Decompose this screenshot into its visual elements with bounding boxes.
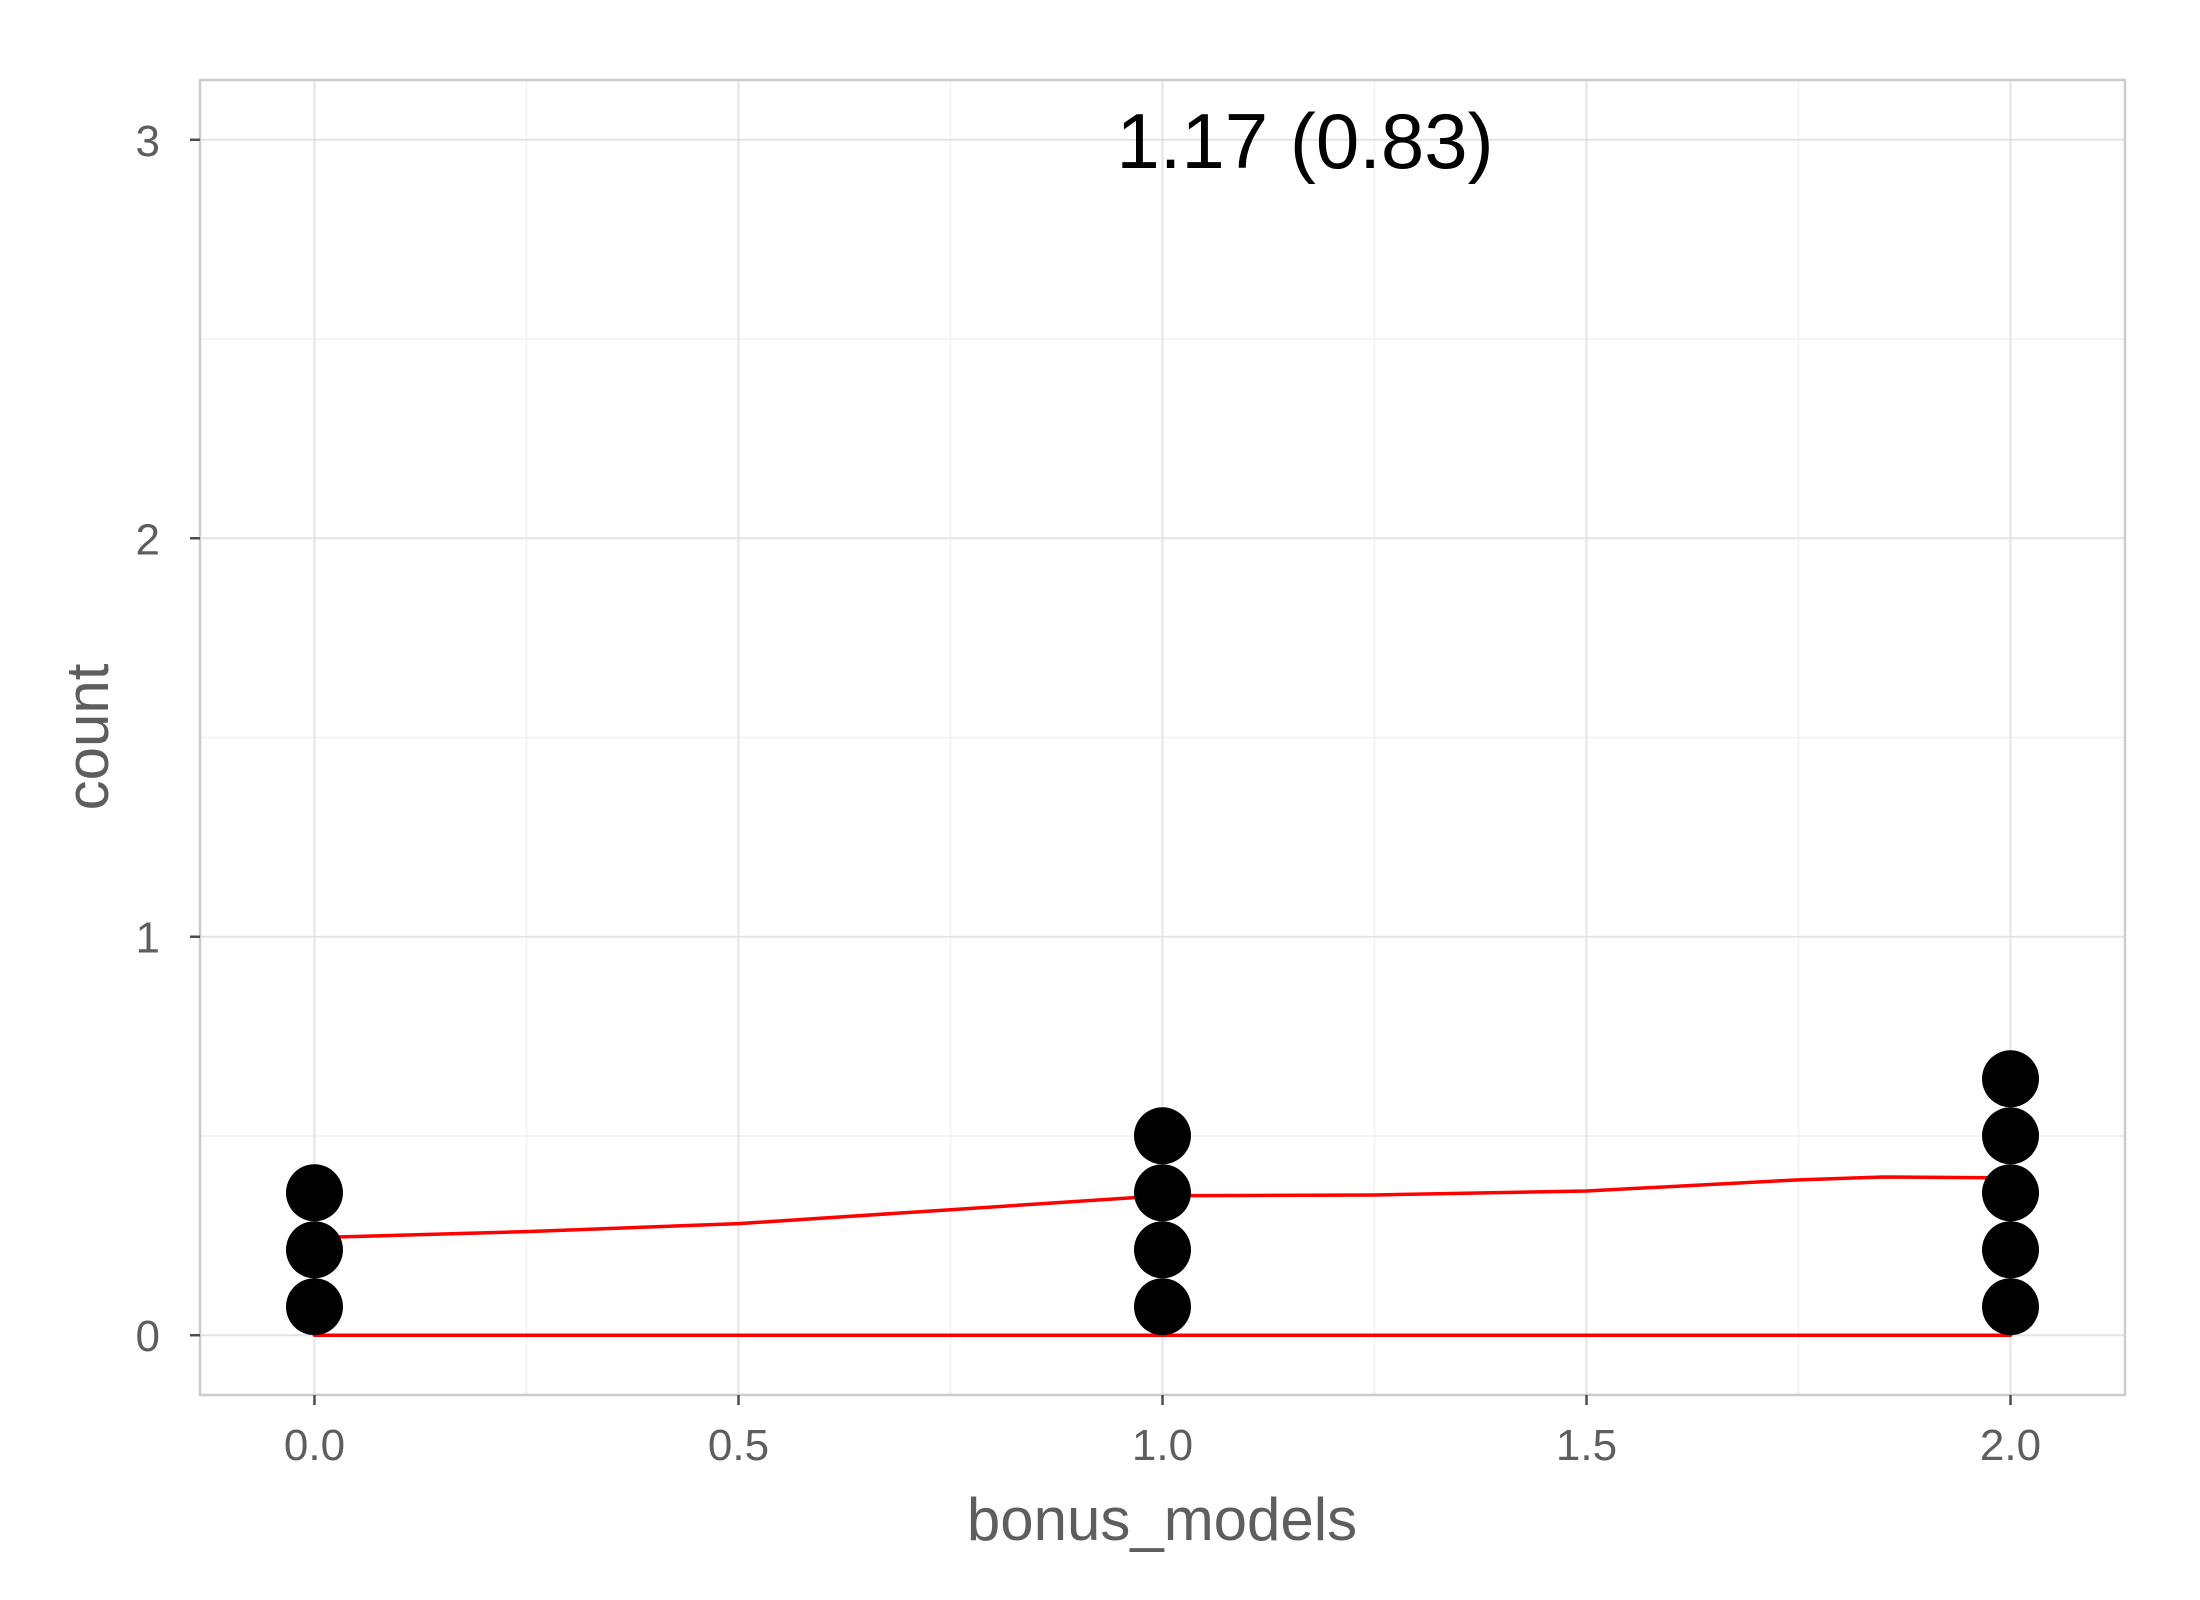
dot [1982,1221,2040,1279]
mean-sd-annotation: 1.17 (0.83) [1116,97,1493,185]
dot [1134,1164,1191,1222]
x-tick-label: 1.5 [1556,1421,1617,1470]
y-tick-label: 1 [136,914,160,963]
x-tick-label: 0.0 [284,1421,345,1470]
y-axis-title: count [54,663,121,810]
y-tick-label: 3 [136,117,160,166]
dot-layer [285,1050,2040,1336]
x-tick-labels: 0.0 0.5 1.0 1.5 2.0 [284,1421,2041,1470]
dot [1982,1107,2040,1165]
x-tick-label: 0.5 [708,1421,769,1470]
y-tick-label: 0 [136,1312,160,1361]
dot [1134,1107,1191,1165]
dot [1134,1278,1191,1336]
x-axis-title: bonus_models [967,1486,1357,1553]
axis-ticks [190,138,2012,1405]
y-tick-labels: 0 1 2 3 [136,117,160,1361]
dot [285,1221,343,1279]
dot [1982,1050,2040,1108]
y-tick-label: 2 [136,515,160,564]
dot [285,1278,343,1336]
dot [1982,1164,2040,1222]
dot [1134,1221,1191,1279]
x-tick-label: 2.0 [1980,1421,2041,1470]
dot [285,1164,343,1222]
x-tick-label: 1.0 [1132,1421,1193,1470]
dot [1982,1278,2040,1336]
